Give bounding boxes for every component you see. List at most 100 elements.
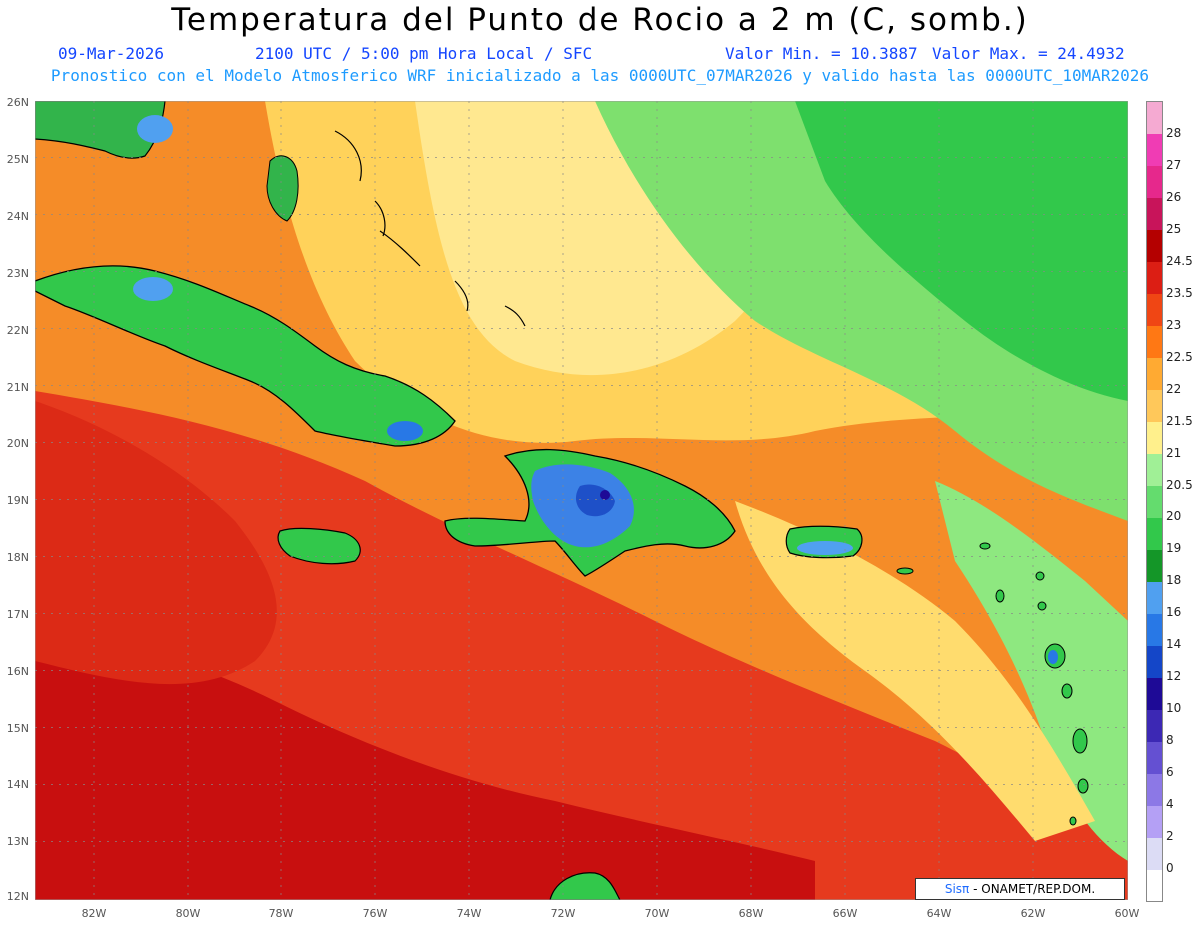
colorbar-level-label: 6 — [1166, 765, 1174, 780]
lon-label-60w: 60W — [1114, 907, 1140, 920]
colorbar-segment — [1147, 197, 1162, 231]
lon-label-78w: 78W — [268, 907, 294, 920]
colorbar-level-label: 14 — [1166, 637, 1182, 652]
lat-label-25n: 25N — [6, 153, 29, 166]
lat-label-23n: 23N — [6, 267, 29, 280]
colorbar-level-label: 16 — [1166, 605, 1182, 620]
colorbar-level-label: 0 — [1166, 861, 1174, 876]
colorbar-level-label: 21.5 — [1166, 413, 1193, 428]
lat-label-22n: 22N — [6, 324, 29, 337]
colorbar-segment — [1147, 773, 1162, 806]
cuba-cool-spot-east — [387, 421, 423, 441]
colorbar-level-label: 25 — [1166, 221, 1182, 236]
lon-label-62w: 62W — [1020, 907, 1046, 920]
colorbar-segment — [1147, 709, 1162, 742]
credit-agency: - ONAMET/REP.DOM. — [973, 882, 1096, 896]
lon-label-82w: 82W — [81, 907, 107, 920]
colorbar-level-label: 20 — [1166, 509, 1182, 524]
credit-box: Sisπ - ONAMET/REP.DOM. — [915, 878, 1125, 900]
lat-label-24n: 24N — [6, 210, 29, 223]
colorbar-segment — [1147, 389, 1162, 423]
colorbar-level-label: 21 — [1166, 445, 1182, 460]
colorbar-segment — [1147, 645, 1162, 678]
lon-label-70w: 70W — [644, 907, 670, 920]
lat-label-13n: 13N — [6, 835, 29, 848]
bahamas-andros — [266, 155, 299, 222]
colorbar-segment — [1147, 677, 1162, 710]
lat-label-19n: 19N — [6, 494, 29, 507]
colorbar-level-label: 27 — [1166, 157, 1182, 172]
bahamas-islands — [334, 130, 526, 327]
colorbar-level-label: 19 — [1166, 541, 1182, 556]
colorbar-level-label: 20.5 — [1166, 477, 1193, 492]
colorbar — [1146, 101, 1163, 902]
colorbar-level-label: 22.5 — [1166, 349, 1193, 364]
lat-label-12n: 12N — [6, 890, 29, 903]
lat-label-18n: 18N — [6, 551, 29, 564]
lat-label-20n: 20N — [6, 437, 29, 450]
lon-label-66w: 66W — [832, 907, 858, 920]
colorbar-segment — [1147, 133, 1162, 167]
colorbar-segment — [1147, 453, 1162, 486]
colorbar-level-label: 12 — [1166, 669, 1182, 684]
hispaniola-minimum-spot — [600, 490, 610, 500]
lat-label-21n: 21N — [6, 381, 29, 394]
puerto-rico-cool-spot — [797, 541, 853, 555]
colorbar-level-label: 10 — [1166, 701, 1182, 716]
colorbar-segment — [1147, 613, 1162, 646]
lat-label-15n: 15N — [6, 722, 29, 735]
colorbar-level-label: 23 — [1166, 317, 1182, 332]
colorbar-segment — [1147, 805, 1162, 838]
colorbar-segment — [1147, 421, 1162, 455]
colorbar-segment — [1147, 581, 1162, 614]
lat-label-14n: 14N — [6, 778, 29, 791]
colorbar-level-label: 22 — [1166, 381, 1182, 396]
colorbar-segment — [1147, 261, 1162, 295]
colorbar-level-label: 23.5 — [1166, 285, 1193, 300]
colorbar-segment — [1147, 485, 1162, 518]
south-america-land — [549, 872, 621, 900]
colorbar-segment — [1147, 741, 1162, 774]
jamaica-land — [277, 527, 361, 565]
cuba-cool-spot-west — [133, 277, 173, 301]
lat-label-17n: 17N — [6, 608, 29, 621]
lon-label-68w: 68W — [738, 907, 764, 920]
red-zone-central — [35, 401, 277, 685]
colorbar-level-label: 24.5 — [1166, 253, 1193, 268]
lat-label-26n: 26N — [6, 96, 29, 109]
guadeloupe-cool-spot — [1048, 650, 1058, 664]
min-value: Valor Min. = 10.3887 — [725, 44, 918, 63]
colorbar-segment — [1147, 869, 1162, 902]
colorbar-level-label: 8 — [1166, 733, 1174, 748]
lon-label-74w: 74W — [456, 907, 482, 920]
credit-brand-sis: Sis — [944, 882, 963, 896]
colorbar-level-label: 18 — [1166, 573, 1182, 588]
lesser-antilles — [896, 542, 1089, 826]
map-title: Temperatura del Punto de Rocio a 2 m (C,… — [171, 2, 1029, 38]
colorbar-segment — [1147, 549, 1162, 582]
colorbar-level-label: 4 — [1166, 797, 1174, 812]
credit-brand-pi: π — [962, 882, 970, 896]
colorbar-level-label: 2 — [1166, 829, 1174, 844]
forecast-time: 2100 UTC / 5:00 pm Hora Local / SFC — [255, 44, 593, 63]
forecast-date: 09-Mar-2026 — [58, 44, 164, 63]
lon-label-64w: 64W — [926, 907, 952, 920]
colorbar-segment — [1147, 229, 1162, 263]
colorbar-segment — [1147, 165, 1162, 199]
cuba-land — [35, 265, 456, 447]
green-zone-east-islands — [935, 481, 1128, 861]
dewpoint-map — [35, 101, 1128, 900]
deep-red-zone — [35, 621, 815, 900]
colorbar-segment — [1147, 357, 1162, 391]
max-value: Valor Max. = 24.4932 — [932, 44, 1125, 63]
colorbar-segment — [1147, 325, 1162, 359]
colorbar-level-label: 26 — [1166, 189, 1182, 204]
model-info: Pronostico con el Modelo Atmosferico WRF… — [50, 66, 1150, 85]
lon-label-76w: 76W — [362, 907, 388, 920]
lon-label-80w: 80W — [175, 907, 201, 920]
lon-label-72w: 72W — [550, 907, 576, 920]
colorbar-level-label: 28 — [1166, 125, 1182, 140]
colorbar-segment — [1147, 102, 1162, 135]
lat-label-16n: 16N — [6, 665, 29, 678]
colorbar-segment — [1147, 837, 1162, 870]
